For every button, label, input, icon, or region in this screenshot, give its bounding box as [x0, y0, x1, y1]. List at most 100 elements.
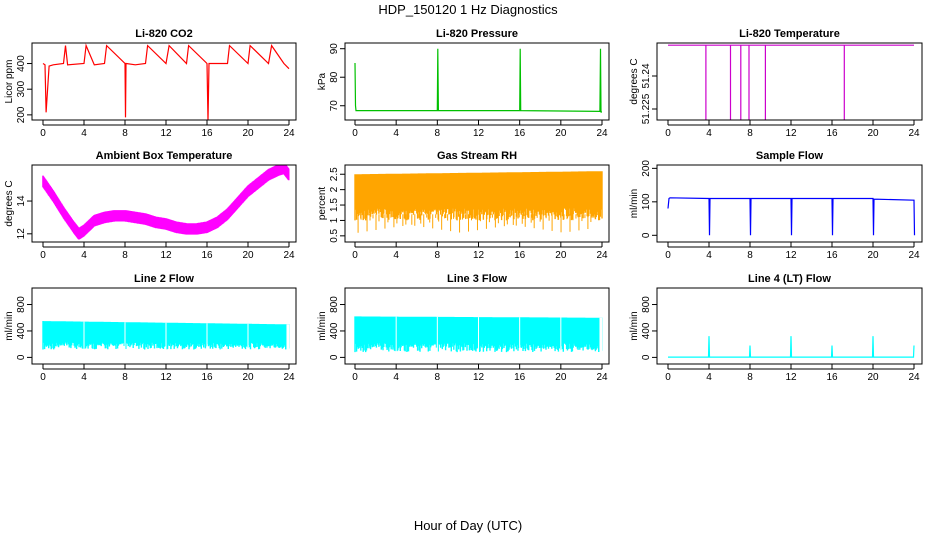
panel-title: Sample Flow	[756, 150, 824, 162]
y-tick-label: 800	[329, 296, 340, 313]
panel-7: Line 2 Flow ml/min 0 4 8 12 16 20 24 0 400 800	[4, 273, 297, 383]
y-tick-label: 200	[641, 160, 652, 177]
y-tick-label: 12	[16, 228, 27, 240]
series-line	[668, 336, 915, 358]
panel-title: Line 2 Flow	[134, 273, 194, 285]
x-tick-label: 12	[473, 128, 485, 139]
x-tick-label: 12	[473, 372, 485, 383]
series-line	[667, 197, 916, 236]
plot-frame	[31, 287, 297, 365]
x-tick-label: 20	[555, 250, 567, 261]
y-axis-label: percent	[317, 187, 328, 221]
x-tick-label: 4	[393, 128, 399, 139]
x-tick-label: 0	[665, 372, 671, 383]
x-tick-label: 24	[283, 372, 295, 383]
y-axis-label: degrees C	[629, 58, 640, 104]
panel-title: Line 4 (LT) Flow	[748, 273, 831, 285]
series-line	[42, 43, 290, 120]
x-tick-label: 4	[393, 372, 399, 383]
x-tick-label: 20	[867, 250, 879, 261]
x-tick-label: 12	[160, 128, 172, 139]
y-tick-label: 0	[329, 354, 340, 360]
panel-title: Line 3 Flow	[447, 273, 507, 285]
panel-8: Line 3 Flow ml/min 0 4 8 12 16 20 24 0 400 800	[317, 273, 610, 383]
y-axis-label: ml/min	[629, 189, 640, 218]
x-tick-label: 4	[81, 372, 87, 383]
x-tick-label: 12	[785, 372, 797, 383]
y-tick-label: 1	[329, 217, 340, 223]
y-tick-label: 100	[641, 193, 652, 210]
x-tick-label: 4	[706, 128, 712, 139]
x-tick-label: 20	[867, 372, 879, 383]
data-layer	[667, 197, 916, 236]
x-tick-label: 24	[596, 250, 608, 261]
panel-title: Li-820 Temperature	[739, 28, 840, 40]
x-tick-label: 0	[352, 128, 358, 139]
x-tick-label: 12	[160, 372, 172, 383]
x-tick-label: 20	[555, 128, 567, 139]
x-tick-label: 16	[826, 372, 838, 383]
x-tick-label: 0	[40, 372, 46, 383]
x-tick-label: 8	[747, 372, 753, 383]
plot-frame	[656, 164, 923, 243]
x-tick-label: 20	[867, 128, 879, 139]
x-tick-label: 4	[81, 250, 87, 261]
x-tick-label: 16	[514, 128, 526, 139]
plot-frame	[656, 42, 923, 121]
y-tick-label: 400	[16, 55, 27, 72]
x-tick-label: 24	[283, 128, 295, 139]
data-layer	[668, 336, 915, 358]
x-tick-label: 8	[122, 128, 128, 139]
y-tick-label: 400	[16, 322, 27, 339]
series-line	[668, 44, 914, 120]
series-line	[354, 48, 602, 113]
x-tick-label: 4	[393, 250, 399, 261]
y-tick-label: 0	[641, 354, 652, 360]
x-tick-label: 16	[826, 250, 838, 261]
main-title: HDP_150120 1 Hz Diagnostics	[378, 2, 558, 17]
x-axis-label: Hour of Day (UTC)	[413, 518, 523, 533]
panel-title: Li-820 Pressure	[436, 28, 518, 40]
data-layer	[668, 44, 914, 120]
y-axis-label: Licor ppm	[4, 60, 15, 104]
x-tick-label: 20	[242, 128, 254, 139]
y-tick-label: 1.5	[329, 198, 340, 212]
x-tick-label: 24	[596, 372, 608, 383]
y-tick-label: 800	[641, 296, 652, 313]
x-tick-label: 12	[160, 250, 172, 261]
y-axis-label: degrees C	[4, 180, 15, 226]
x-tick-label: 24	[283, 250, 295, 261]
x-tick-label: 0	[665, 128, 671, 139]
data-layer	[354, 48, 602, 113]
x-tick-label: 8	[122, 372, 128, 383]
y-tick-label: 2.5	[329, 167, 340, 181]
x-tick-label: 20	[555, 372, 567, 383]
x-tick-label: 4	[706, 372, 712, 383]
y-axis-label: ml/min	[4, 311, 15, 340]
y-tick-label: 800	[16, 296, 27, 313]
y-axis-label: ml/min	[629, 311, 640, 340]
panel-5: Gas Stream RH percent 0 4 8 12 16 20 24 0.5 1 1.5 2 2…	[317, 150, 610, 261]
x-tick-label: 8	[435, 128, 441, 139]
plot-frame	[344, 287, 610, 365]
panel-6: Sample Flow ml/min 0 4 8 12 16 20 24 0 100 200	[629, 150, 923, 261]
x-tick-label: 8	[747, 250, 753, 261]
x-tick-label: 24	[596, 128, 608, 139]
x-tick-label: 0	[352, 250, 358, 261]
data-layer	[354, 316, 603, 353]
x-tick-label: 8	[747, 128, 753, 139]
y-tick-label: 80	[329, 71, 340, 83]
x-tick-label: 8	[122, 250, 128, 261]
y-tick-label: 90	[329, 43, 340, 55]
panel-title: Ambient Box Temperature	[96, 150, 233, 162]
data-layer	[42, 321, 290, 350]
x-tick-label: 8	[435, 372, 441, 383]
y-tick-label: 0.5	[329, 228, 340, 242]
y-tick-label: 0	[16, 354, 27, 360]
x-tick-label: 16	[514, 372, 526, 383]
plot-frame	[344, 164, 610, 243]
y-tick-label: 300	[16, 80, 27, 97]
y-tick-label: 70	[329, 100, 340, 112]
x-tick-label: 12	[785, 128, 797, 139]
